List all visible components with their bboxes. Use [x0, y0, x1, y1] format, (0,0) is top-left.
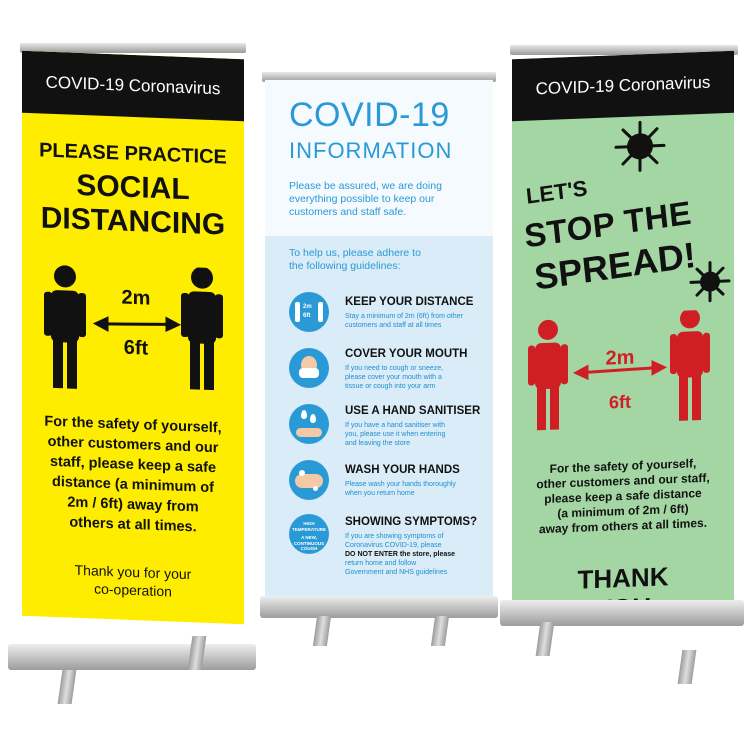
guideline-title: USE A HAND SANITISER [345, 405, 481, 417]
left-title-distancing: DISTANCING [40, 201, 226, 242]
guideline-desc-line: If you are showing symptoms of [345, 533, 444, 540]
guideline-desc-line: tissue or cough into your arm [345, 383, 436, 390]
guideline-desc-line: If you have a hand sanitiser with [345, 422, 446, 429]
left-stand-top-bar [20, 43, 246, 53]
left-stand-foot [57, 670, 77, 704]
guideline-desc: Please wash your hands thoroughly when y… [345, 480, 480, 498]
right-stand-base [500, 600, 744, 626]
distance-icon: 2m 6ft [289, 292, 329, 332]
middle-assurance-line: everything possible to keep our [289, 193, 435, 205]
distance-icon-m: 2m [303, 304, 312, 310]
right-person-icon [181, 266, 223, 391]
symptoms-icon-text: A NEW, [301, 535, 317, 540]
middle-title-covid: COVID-19 [289, 96, 450, 134]
symptoms-icon: HIGH TEMPERATURE A NEW, CONTINUOUS COUGH [289, 514, 329, 554]
middle-help-line: To help us, please adhere to [289, 247, 421, 259]
left-body-text: For the safety of yourself, other custom… [22, 411, 244, 540]
guideline-desc: Stay a minimum of 2m (6ft) from other cu… [345, 312, 480, 330]
guideline-desc-line: Please wash your hands thoroughly [345, 481, 456, 488]
middle-stand-base [260, 596, 498, 618]
right-title-lets: LET'S [524, 175, 589, 209]
right-banner: COVID-19 Coronavirus LET'S STOP THE SPRE… [512, 50, 734, 620]
symptoms-icon-text: COUGH [300, 546, 318, 551]
left-thanks-text: Thank you for your co-operation [22, 559, 244, 604]
guideline-desc: If you need to cough or sneeze, please c… [345, 364, 480, 391]
virus-icon [689, 261, 731, 303]
guideline-desc-line: Government and NHS guidelines [345, 569, 448, 576]
double-arrow-icon [572, 360, 668, 381]
right-distance-m: 2m [605, 346, 635, 370]
right-distance-ft: 6ft [609, 391, 631, 413]
left-title-please-practice: PLEASE PRACTICE [39, 139, 227, 169]
guideline-title: COVER YOUR MOUTH [345, 348, 468, 360]
symptoms-icon-text: TEMPERATURE [292, 526, 326, 532]
guideline-desc-line: customers and staff at all times [345, 322, 442, 329]
guideline-desc: If you are showing symptoms of Coronavir… [345, 532, 480, 577]
right-stand-top-bar [510, 45, 738, 55]
right-banner-header: COVID-19 Coronavirus [512, 50, 734, 122]
guideline-title: KEEP YOUR DISTANCE [345, 296, 474, 308]
left-banner: COVID-19 Coronavirus PLEASE PRACTICE SOC… [22, 50, 244, 625]
guideline-title: SHOWING SYMPTOMS? [345, 516, 478, 528]
guideline-desc-line: Coronavirus COVID-19, please [345, 542, 442, 549]
middle-assurance-line: customers and staff safe. [289, 206, 407, 218]
wash-hands-icon [289, 460, 329, 500]
mask-icon [289, 348, 329, 388]
left-distance-ft: 6ft [123, 336, 149, 360]
right-distance-figure-icon [528, 308, 710, 431]
guideline-desc-line: when you return home [345, 490, 415, 497]
guideline-desc-line: and leaving the store [345, 440, 410, 447]
middle-stand-foot [312, 616, 332, 646]
right-stand-foot [535, 622, 555, 656]
guideline-desc-line: return home and follow [345, 560, 417, 567]
left-banner-header: COVID-19 Coronavirus [22, 50, 244, 122]
guideline-title: WASH YOUR HANDS [345, 464, 460, 476]
guideline-desc-line: you, please use it when entering [345, 431, 446, 438]
symptoms-icon-text: CONTINUOUS [293, 540, 325, 546]
guideline-desc: If you have a hand sanitiser with you, p… [345, 421, 480, 448]
middle-assurance-text: Please be assured, we are doing everythi… [289, 180, 442, 219]
left-stand-base [8, 644, 256, 670]
middle-help-text: To help us, please adhere to the followi… [289, 247, 421, 273]
middle-assurance-line: Please be assured, we are doing [289, 180, 442, 192]
middle-title-information: INFORMATION [289, 138, 453, 163]
left-person-icon [44, 265, 86, 389]
middle-help-line: the following guidelines: [289, 260, 401, 272]
symptoms-icon-text: HIGH [303, 521, 315, 526]
distance-icon-ft: 6ft [303, 313, 311, 319]
right-stand-foot [677, 650, 697, 684]
left-distance-figure-icon [44, 265, 223, 391]
guideline-desc-line: If you need to cough or sneeze, [345, 365, 444, 372]
guideline-desc-line: DO NOT ENTER the store, please [345, 551, 456, 558]
guideline-desc-line: please cover your mouth with a [345, 374, 442, 381]
middle-banner: COVID-19 INFORMATION Please be assured, … [265, 80, 493, 600]
left-person-icon [528, 319, 568, 431]
right-person-icon [670, 308, 710, 421]
guideline-desc-line: Stay a minimum of 2m (6ft) from other [345, 313, 463, 320]
left-distance-m: 2m [121, 286, 151, 310]
middle-stand-top-bar [262, 72, 496, 82]
middle-stand-foot [430, 616, 450, 646]
double-arrow-icon [92, 316, 182, 333]
right-body-text: For the safety of yourself, other custom… [512, 455, 734, 539]
sanitiser-icon [289, 404, 329, 444]
virus-icon [614, 120, 666, 172]
